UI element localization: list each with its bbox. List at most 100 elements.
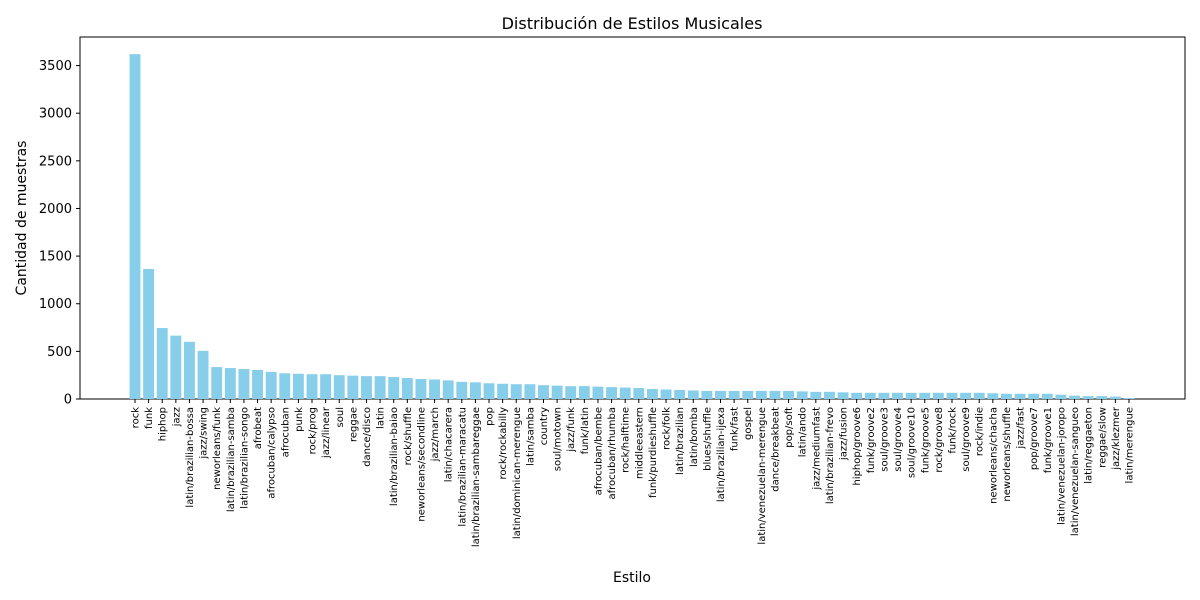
bar-48 bbox=[783, 390, 795, 399]
bar-23 bbox=[442, 380, 454, 399]
x-tick-label: country bbox=[539, 407, 550, 445]
bar-3 bbox=[170, 335, 182, 399]
bar-14 bbox=[320, 374, 332, 399]
bar-67 bbox=[1041, 393, 1053, 399]
x-tick-label: neworleans/shuffle bbox=[1002, 407, 1013, 502]
x-tick-label: gospel bbox=[743, 407, 754, 440]
chart-title: Distribución de Estilos Musicales bbox=[502, 14, 763, 33]
bar-20 bbox=[401, 378, 413, 399]
bar-13 bbox=[306, 374, 318, 399]
bar-46 bbox=[755, 390, 767, 399]
bar-34 bbox=[592, 386, 604, 399]
x-tick-label: punk bbox=[294, 407, 305, 432]
bar-22 bbox=[429, 379, 441, 399]
bar-42 bbox=[701, 390, 713, 399]
x-tick-label: neworleans/secondline bbox=[416, 407, 427, 522]
x-tick-label: soul/groove10 bbox=[907, 407, 918, 478]
x-tick-label: latin/ando bbox=[798, 407, 809, 457]
bar-35 bbox=[606, 387, 618, 399]
x-tick-label: blues/shuffle bbox=[702, 407, 713, 471]
x-tick-label: latin/brazilian-frevo bbox=[825, 407, 836, 504]
bar-71 bbox=[1096, 396, 1108, 399]
x-tick-label: dance/breakbeat bbox=[770, 407, 781, 492]
bar-0 bbox=[129, 54, 141, 400]
bar-62 bbox=[973, 392, 985, 399]
bar-27 bbox=[497, 383, 509, 399]
bar-2 bbox=[156, 328, 168, 399]
x-tick-label: afrocuban bbox=[280, 407, 291, 457]
x-tick-label: latin/venezuelan-merengue bbox=[757, 407, 768, 545]
x-tick-label: reggae bbox=[348, 407, 359, 442]
x-tick-label: latin/venezuelan-sangueo bbox=[1070, 407, 1081, 536]
bar-26 bbox=[483, 383, 495, 399]
bar-11 bbox=[279, 373, 291, 399]
bar-61 bbox=[960, 392, 972, 399]
bar-65 bbox=[1014, 393, 1026, 399]
x-tick-label: rock/folk bbox=[662, 407, 673, 450]
x-tick-label: jazz/swing bbox=[199, 407, 210, 460]
bar-10 bbox=[265, 371, 277, 399]
y-tick-label: 2000 bbox=[39, 202, 72, 217]
x-tick-label: neworleans/chacha bbox=[988, 407, 999, 504]
bar-1 bbox=[143, 268, 155, 399]
x-tick-label: afrobeat bbox=[253, 407, 264, 449]
x-tick-label: rock/shuffle bbox=[403, 407, 414, 465]
bar-36 bbox=[619, 387, 631, 399]
bar-49 bbox=[796, 391, 808, 399]
x-tick-label: jazz/linear bbox=[321, 406, 332, 459]
bar-5 bbox=[197, 350, 209, 399]
bar-58 bbox=[919, 392, 931, 399]
x-tick-label: afrocuban/rhumba bbox=[607, 407, 618, 500]
x-tick-label: soul/groove9 bbox=[961, 407, 972, 472]
bar-56 bbox=[892, 392, 903, 399]
x-tick-label: middleeastern bbox=[634, 407, 645, 479]
x-tick-label: afrocuban/calypso bbox=[267, 407, 278, 499]
x-tick-label: latin/brazilian-songo bbox=[239, 407, 250, 509]
x-tick-label: latin/chacarera bbox=[444, 407, 455, 482]
x-tick-label: soul bbox=[335, 407, 346, 427]
bar-53 bbox=[851, 392, 863, 399]
x-tick-label: hiphop bbox=[158, 407, 169, 441]
bar-37 bbox=[633, 388, 645, 399]
bar-9 bbox=[252, 369, 263, 399]
x-tick-label: jazz/klezmer bbox=[1111, 406, 1122, 471]
x-tick-label: latin/brazilian bbox=[675, 407, 686, 475]
x-axis: rock funk hiphop jazz latin/brazilian-bossa j… bbox=[131, 399, 1136, 547]
y-tick-label: 3000 bbox=[39, 107, 72, 122]
bar-72 bbox=[1109, 396, 1121, 399]
x-tick-label: latin/brazilian-sambareggae bbox=[471, 407, 482, 547]
bar-47 bbox=[769, 390, 781, 399]
x-tick-label: rock/halftime bbox=[621, 407, 632, 473]
bars-group bbox=[129, 54, 1135, 400]
bar-32 bbox=[565, 386, 577, 399]
bar-66 bbox=[1028, 393, 1040, 399]
bar-57 bbox=[905, 392, 917, 399]
x-tick-label: jazz bbox=[171, 407, 182, 427]
x-tick-label: soul/groove3 bbox=[879, 407, 890, 472]
bar-63 bbox=[987, 393, 999, 399]
x-tick-label: jazz/fast bbox=[1016, 407, 1027, 450]
bar-4 bbox=[184, 341, 195, 399]
x-tick-label: latin/dominican-merengue bbox=[512, 407, 523, 539]
x-tick-label: funk bbox=[144, 407, 155, 429]
x-tick-label: rock/indie bbox=[975, 407, 986, 456]
x-tick-label: funk/groove2 bbox=[866, 407, 877, 473]
plot-frame bbox=[79, 36, 1186, 400]
x-tick-label: rock/groove8 bbox=[934, 407, 945, 473]
x-tick-label: dance/disco bbox=[362, 407, 373, 467]
bar-33 bbox=[578, 386, 590, 399]
x-tick-label: jazz/mediumfast bbox=[811, 407, 822, 491]
bar-52 bbox=[837, 392, 849, 399]
y-tick-label: 3500 bbox=[39, 59, 72, 74]
x-tick-label: latin/brazilian-baiao bbox=[389, 407, 400, 506]
bar-59 bbox=[932, 392, 944, 399]
x-tick-label: funk/rock bbox=[947, 407, 958, 454]
y-tick-label: 0 bbox=[64, 393, 72, 408]
x-tick-label: rock/rockabilly bbox=[498, 407, 509, 480]
x-tick-label: funk/groove5 bbox=[920, 407, 931, 473]
bar-64 bbox=[1001, 393, 1012, 399]
bar-55 bbox=[878, 392, 890, 399]
y-axis: 0 500 1000 1500 2000 2500 3000 3500 bbox=[39, 59, 80, 408]
bar-60 bbox=[946, 392, 958, 399]
x-tick-label: jazz/funk bbox=[566, 407, 577, 453]
